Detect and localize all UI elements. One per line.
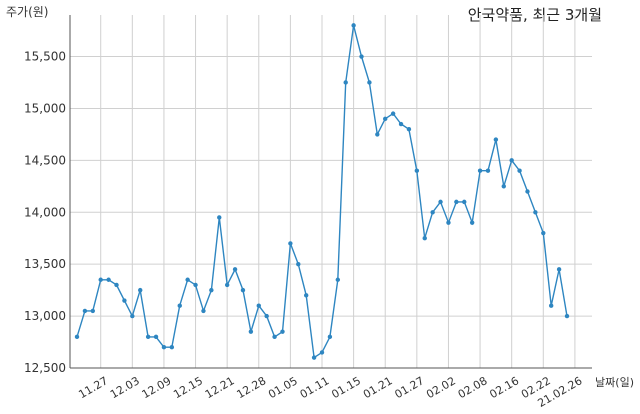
- data-point: [398, 121, 404, 127]
- y-tick-label: 15,000: [24, 101, 66, 115]
- data-point: [359, 54, 364, 59]
- x-tick-label: 12.15: [171, 374, 205, 401]
- data-point: [138, 287, 143, 293]
- data-point: [185, 277, 190, 282]
- data-point: [130, 313, 135, 319]
- data-point: [272, 334, 277, 340]
- data-point: [98, 277, 103, 282]
- data-point: [556, 267, 562, 272]
- data-point: [248, 329, 254, 334]
- data-point: [351, 23, 356, 28]
- data-point: [493, 137, 499, 142]
- x-tick-label: 11.27: [76, 374, 110, 401]
- x-tick-label: 01.21: [361, 374, 395, 401]
- x-tick-label: 02.02: [424, 374, 458, 401]
- data-point: [256, 303, 261, 308]
- data-point: [485, 168, 491, 173]
- data-point: [517, 168, 522, 173]
- x-tick-label: 01.15: [329, 374, 363, 401]
- data-point: [335, 277, 341, 282]
- x-tick-label: 12.09: [140, 374, 174, 401]
- x-tick-label: 01.05: [266, 374, 300, 401]
- data-point: [201, 308, 206, 314]
- x-tick-label: 01.11: [298, 374, 332, 401]
- y-tick-label: 12,500: [24, 361, 66, 375]
- data-point: [319, 350, 325, 355]
- x-tick-label: 12.28: [234, 374, 268, 401]
- data-point: [106, 277, 111, 282]
- data-point: [509, 158, 514, 163]
- data-point: [209, 287, 214, 293]
- data-point: [264, 313, 269, 319]
- data-point: [122, 298, 127, 303]
- data-point: [422, 236, 427, 241]
- data-point: [153, 334, 159, 340]
- data-point: [501, 184, 506, 189]
- data-point: [477, 168, 483, 173]
- data-point: [390, 111, 396, 116]
- x-tick-label: 12.21: [203, 374, 237, 401]
- x-tick-label: 02.16: [487, 374, 521, 401]
- data-point: [114, 282, 119, 288]
- data-point: [296, 261, 301, 267]
- data-point: [406, 127, 412, 132]
- data-point: [383, 116, 388, 122]
- data-point: [414, 168, 420, 173]
- x-tick-label: 02.08: [456, 374, 490, 401]
- data-point: [177, 303, 182, 308]
- data-point: [446, 220, 451, 225]
- data-point: [548, 303, 554, 308]
- y-tick-label: 14,500: [24, 153, 66, 167]
- x-tick-label: 12.03: [108, 374, 142, 401]
- x-axis-label: 날짜(일): [595, 376, 634, 389]
- data-point: [533, 210, 538, 215]
- data-point: [217, 215, 222, 220]
- data-point: [169, 345, 175, 350]
- data-point: [438, 199, 443, 205]
- data-point: [224, 282, 230, 288]
- data-point: [311, 355, 317, 360]
- data-point: [193, 282, 198, 288]
- data-point: [90, 308, 96, 314]
- data-point: [280, 329, 285, 334]
- data-point: [82, 308, 88, 314]
- x-tick-label: 01.27: [393, 374, 427, 401]
- data-point: [240, 287, 246, 293]
- data-point: [288, 241, 293, 246]
- y-tick-label: 14,000: [24, 205, 66, 219]
- data-point: [232, 267, 238, 272]
- data-point: [541, 230, 546, 236]
- data-point: [327, 334, 333, 340]
- data-point: [462, 199, 467, 205]
- y-tick-label: 15,500: [24, 50, 66, 64]
- data-point: [367, 80, 372, 85]
- data-point: [564, 313, 570, 319]
- data-point: [469, 220, 475, 225]
- data-point: [74, 334, 80, 340]
- y-tick-label: 13,000: [24, 309, 66, 323]
- y-axis-label: 주가(원): [6, 5, 49, 19]
- chart-title: 안국약품, 최근 3개월: [467, 6, 602, 24]
- data-point: [375, 132, 380, 137]
- data-point: [343, 80, 348, 85]
- y-tick-label: 13,500: [24, 257, 66, 271]
- data-point: [454, 199, 459, 205]
- data-point: [161, 345, 167, 350]
- data-point: [430, 210, 435, 215]
- data-point: [145, 334, 151, 340]
- data-point: [303, 293, 309, 298]
- data-point: [525, 189, 530, 194]
